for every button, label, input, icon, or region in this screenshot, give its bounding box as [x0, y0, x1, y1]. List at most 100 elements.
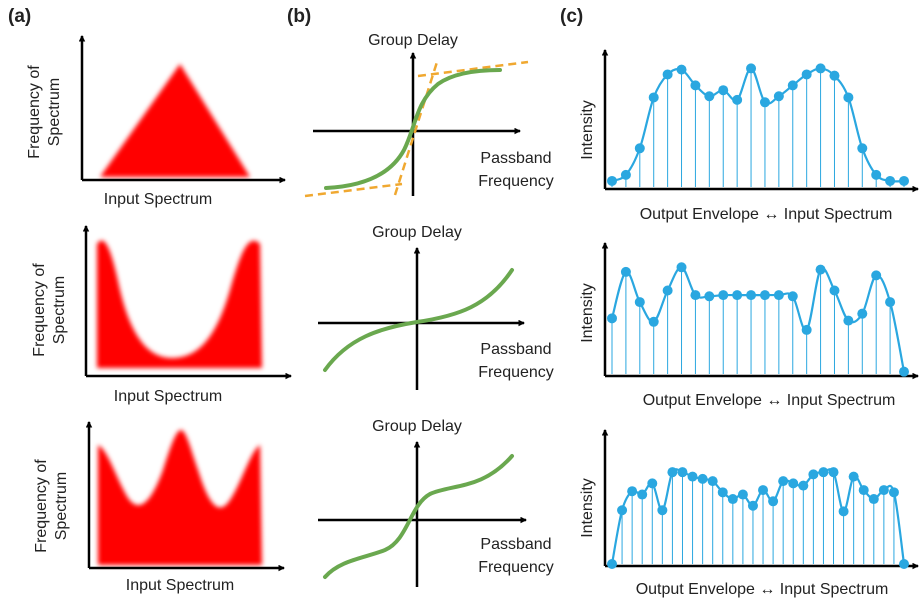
sample-point	[732, 94, 743, 105]
sample-point	[607, 313, 617, 324]
sample-point	[718, 85, 729, 96]
sample-point	[808, 469, 819, 480]
x-axis-label-line-1: Passband	[480, 536, 551, 553]
sample-point	[759, 97, 770, 108]
spectrum-fill-u-shape	[97, 240, 262, 368]
x-axis-label: Output Envelope ↔ Input Spectrum	[643, 392, 896, 409]
sample-point	[676, 64, 687, 75]
intensity-envelope-line	[611, 67, 905, 183]
sample-point	[773, 290, 784, 301]
sample-point	[878, 485, 889, 496]
spectrum-plot-row-2: Frequency of Spectrum Input Spectrum	[31, 225, 292, 405]
sample-point	[829, 285, 840, 296]
intensity-marks	[607, 467, 909, 569]
x-axis-label-line-2: Frequency	[478, 173, 554, 190]
sample-point	[829, 70, 840, 81]
sample-point	[787, 291, 798, 302]
sample-point	[885, 297, 896, 308]
sample-point	[687, 471, 698, 482]
group-delay-curve	[323, 268, 514, 372]
spectrum-fill-triangle	[100, 64, 250, 177]
sample-point	[768, 496, 779, 507]
sample-point	[871, 270, 882, 281]
sample-point	[773, 91, 784, 102]
y-axis-label: Intensity	[579, 100, 596, 160]
sample-point	[899, 559, 909, 569]
sample-point	[746, 63, 757, 74]
x-axis-label-line-1: Passband	[480, 150, 551, 167]
sample-point	[718, 290, 729, 301]
spectrum-plot-row-1: Frequency of Spectrum Input Spectrum	[26, 35, 286, 208]
intensity-chart-row-2: Intensity Output Envelope ↔ Input Spectr…	[579, 242, 919, 409]
sample-point	[648, 316, 659, 327]
group-delay-curve	[323, 454, 514, 579]
sample-point	[815, 264, 826, 275]
sample-point	[607, 559, 617, 569]
sample-point	[885, 175, 896, 186]
panel-label-c: (c)	[560, 6, 583, 27]
group-delay-plot-row-1: Group Delay Passband Frequency	[304, 32, 554, 198]
sample-point	[634, 297, 645, 308]
sample-point	[788, 478, 799, 489]
asymptote-dashed-upper	[417, 60, 529, 78]
sample-point	[704, 291, 715, 302]
x-axis-label-line-1: Passband	[480, 341, 551, 358]
spectrum-plot-row-3: Frequency of Spectrum Input Spectrum	[33, 421, 285, 594]
group-delay-plot-row-2: Group Delay Passband Frequency	[318, 224, 554, 390]
asymptote-dashed-center	[393, 61, 439, 196]
x-axis-label-line-2: Frequency	[478, 559, 554, 576]
sample-point	[778, 476, 789, 487]
sample-point	[868, 494, 879, 505]
sample-point	[704, 91, 715, 102]
sample-point	[818, 467, 829, 478]
y-axis-label: Group Delay	[368, 32, 458, 49]
sample-point	[858, 485, 869, 496]
column-b: Group Delay Passband Frequency Group Del…	[304, 32, 554, 587]
sample-point	[737, 489, 748, 500]
spectrum-fill-w-shape	[98, 430, 262, 565]
intensity-marks	[607, 63, 909, 187]
sample-point	[747, 500, 758, 511]
panel-label-a: (a)	[8, 6, 31, 27]
x-axis-label: Output Envelope ↔ Input Spectrum	[636, 581, 889, 598]
sample-point	[801, 324, 812, 335]
sample-point	[857, 308, 868, 319]
sample-point	[759, 290, 770, 301]
x-axis-label: Input Spectrum	[114, 388, 223, 405]
sample-point	[617, 505, 628, 516]
sample-point	[848, 471, 859, 482]
sample-point	[857, 143, 868, 154]
sample-point	[662, 285, 673, 296]
sample-point	[627, 486, 638, 497]
sample-point	[648, 92, 659, 103]
intensity-marks	[607, 262, 909, 377]
y-axis-label-line-2: Spectrum	[53, 472, 70, 540]
sample-point	[801, 69, 812, 80]
sample-point	[798, 480, 809, 491]
x-axis-label: Input Spectrum	[104, 191, 213, 208]
y-axis-label: Group Delay	[372, 418, 462, 435]
y-axis-label-line-2: Spectrum	[46, 78, 63, 146]
intensity-chart-row-1: Intensity Output Envelope ↔ Input Spectr…	[579, 49, 919, 223]
sample-point	[647, 478, 658, 489]
sample-point	[677, 467, 688, 478]
sample-point	[746, 290, 757, 301]
y-axis-label-line-1: Frequency of	[31, 263, 48, 357]
sample-point	[732, 290, 743, 301]
intensity-envelope-line	[610, 266, 906, 372]
sample-point	[607, 175, 617, 186]
sample-point	[657, 505, 668, 516]
sample-point	[727, 494, 738, 505]
panel-label-b: (b)	[287, 6, 311, 27]
y-axis-label: Intensity	[579, 478, 596, 538]
y-axis-label: Group Delay	[372, 224, 462, 241]
sample-point	[634, 143, 645, 154]
sample-point	[667, 467, 678, 478]
sample-point	[899, 175, 909, 186]
sample-point	[620, 169, 631, 180]
sample-point	[676, 262, 687, 273]
sample-point	[843, 92, 854, 103]
sample-point	[758, 485, 769, 496]
group-delay-curve	[324, 68, 502, 190]
column-c: Intensity Output Envelope ↔ Input Spectr…	[579, 49, 919, 598]
